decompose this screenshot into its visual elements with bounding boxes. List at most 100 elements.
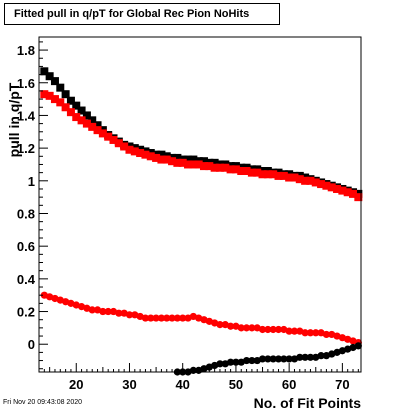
data-point (173, 314, 181, 322)
data-point (248, 356, 256, 365)
data-point (290, 327, 299, 335)
data-point (317, 352, 325, 360)
data-point (269, 355, 277, 363)
data-point (115, 309, 123, 317)
data-point (168, 314, 176, 322)
data-point (312, 329, 320, 337)
data-point (152, 153, 161, 162)
data-point (162, 155, 171, 164)
data-point (88, 122, 97, 131)
data-point (264, 355, 272, 363)
data-point (184, 160, 193, 169)
data-point (114, 139, 123, 148)
data-point (40, 67, 49, 76)
data-point (296, 353, 304, 361)
data-point (210, 158, 219, 167)
y-tick-label: 0.2 (17, 305, 35, 320)
data-point (194, 160, 203, 169)
data-point (45, 72, 54, 81)
timestamp: Fri Nov 20 09:43:08 2020 (3, 399, 82, 406)
data-point (189, 160, 198, 169)
data-point (199, 157, 208, 166)
data-point (216, 360, 224, 368)
data-point (163, 314, 171, 322)
data-point (173, 153, 182, 162)
data-point (274, 325, 283, 334)
data-point (258, 170, 267, 179)
data-point (231, 165, 240, 174)
data-point (247, 168, 256, 177)
data-point (99, 307, 107, 316)
data-point (56, 83, 65, 92)
data-point (295, 175, 304, 184)
data-point (264, 325, 272, 334)
y-tick-label: 0.4 (17, 272, 36, 287)
x-tick-label: 60 (282, 377, 296, 392)
data-point (141, 314, 150, 322)
data-point (274, 355, 283, 363)
data-point (173, 158, 182, 167)
plot-frame (38, 36, 362, 373)
y-tick-label: 0 (28, 337, 35, 352)
data-point (179, 314, 187, 322)
data-point (157, 314, 166, 322)
data-point (354, 193, 363, 202)
data-point (349, 189, 358, 198)
data-point (50, 95, 59, 104)
x-tick-label: 30 (122, 377, 136, 392)
data-point (280, 355, 288, 363)
data-point (221, 163, 230, 172)
data-point (354, 342, 362, 350)
data-point (125, 145, 134, 154)
data-point (301, 329, 309, 337)
data-point (210, 163, 219, 172)
y-tick-label: 0.8 (17, 206, 35, 221)
data-point (258, 325, 267, 334)
data-point (216, 321, 224, 329)
data-point (130, 147, 139, 156)
data-point (72, 113, 81, 122)
data-point (45, 91, 54, 100)
axes: 20 30 40 50 60 70 0 0.2 0.4 0.6 0.8 1 1.2 1.4 1.6 1.8 (17, 41, 359, 392)
x-tick-label: 20 (69, 377, 83, 392)
data-point (290, 173, 299, 182)
data-point (242, 324, 251, 332)
chart-title: Fitted pull in q/pT for Global Rec Pion … (4, 3, 280, 25)
data-point (306, 329, 315, 337)
data-point (125, 311, 134, 319)
data-point (285, 173, 294, 182)
data-point (327, 183, 336, 192)
data-point (61, 90, 70, 99)
data-point (227, 358, 235, 366)
data-point (306, 176, 315, 185)
data-point (66, 108, 75, 117)
data-point (184, 155, 193, 164)
series-3 (40, 291, 362, 347)
x-tick-label: 40 (175, 377, 189, 392)
data-point (104, 132, 113, 141)
data-point (50, 77, 59, 86)
data-point (215, 163, 224, 172)
data-point (343, 188, 352, 197)
data-point (269, 325, 277, 334)
data-point (82, 119, 91, 128)
data-point (88, 306, 96, 314)
data-point (147, 314, 155, 322)
data-point (157, 155, 166, 164)
y-axis-label: pull in q/pT (6, 82, 22, 157)
data-point (77, 116, 86, 125)
data-point (274, 171, 283, 180)
series-2 (40, 90, 363, 202)
y-tick-label: 1.8 (17, 43, 35, 58)
data-point (152, 314, 160, 322)
data-point (237, 324, 245, 332)
data-point (253, 168, 262, 177)
data-point (141, 150, 150, 159)
y-tick-label: 1.2 (17, 141, 35, 156)
data-point (56, 98, 65, 107)
data-point (136, 149, 145, 158)
data-point (61, 103, 70, 112)
data-point (279, 171, 288, 180)
data-point (338, 186, 347, 195)
